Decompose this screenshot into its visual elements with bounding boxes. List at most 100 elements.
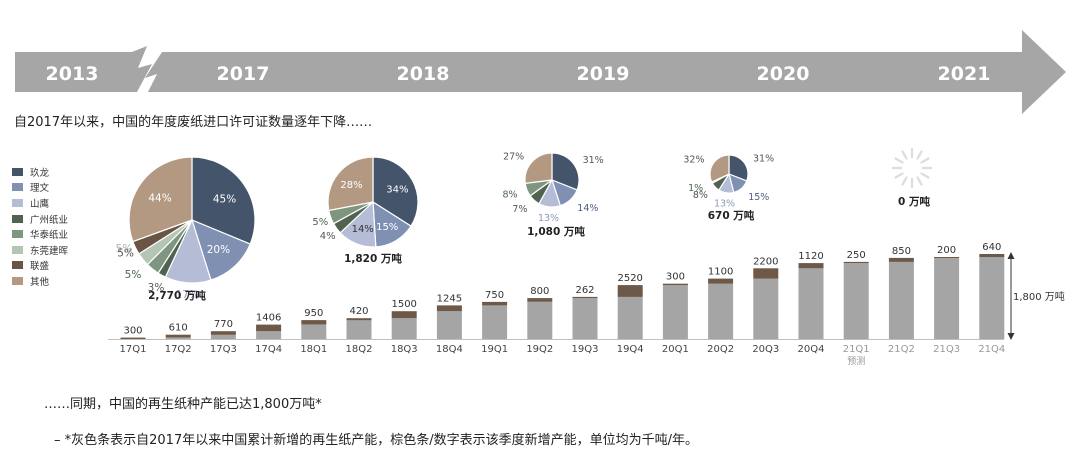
- bar-new-capacity: [391, 311, 417, 319]
- x-tick-label: 19Q1: [481, 344, 508, 355]
- bar-cumulative: [301, 324, 327, 339]
- bar-group: 1245 18Q4: [436, 293, 463, 355]
- timeline-year-2017: 2017: [217, 63, 270, 85]
- bar-cumulative: [256, 331, 282, 339]
- timeline-year-2013: 2013: [46, 63, 99, 85]
- bar-value-label: 610: [169, 323, 188, 334]
- bar-value-label: 2200: [753, 256, 778, 267]
- legend-label: 华泰纸业: [30, 230, 69, 242]
- timeline-year-2020: 2020: [757, 63, 810, 85]
- legend-swatch: [12, 198, 23, 207]
- x-tick-label: 20Q2: [707, 344, 734, 355]
- pie-legend: 玖龙 理文 山鹰 广州纸业 华泰纸业 东莞建晖 联盛 其他: [12, 164, 68, 289]
- pie-slice-label: 5%: [312, 217, 328, 228]
- footer-note: – *灰色条表示自2017年以来中国累计新增的再生纸产能，棕色条/数字表示该季度…: [54, 433, 698, 448]
- pie-slice-label: 28%: [340, 180, 362, 191]
- x-tick-label: 20Q4: [798, 344, 825, 355]
- timeline-year-2018: 2018: [397, 63, 450, 85]
- legend-item: 东莞建晖: [12, 242, 68, 258]
- bar-value-label: 1100: [708, 267, 733, 278]
- bar-new-capacity: [436, 305, 462, 312]
- pie-slice-label: 5%: [117, 248, 134, 260]
- headline-text: 自2017年以来，中国的年度废纸进口许可证数量逐年下降……: [14, 115, 373, 130]
- bar-new-capacity: [301, 320, 327, 325]
- bar-cumulative: [210, 334, 236, 339]
- bar-value-label: 200: [937, 245, 956, 256]
- legend-label: 东莞建晖: [30, 245, 69, 257]
- x-tick-label: 17Q2: [165, 344, 192, 355]
- x-tick-label: 21Q2: [888, 344, 915, 355]
- bar-new-capacity: [753, 268, 779, 279]
- bar-cumulative: [979, 257, 1005, 339]
- legend-item: 联盛: [12, 258, 68, 274]
- bar-cumulative: [617, 296, 643, 339]
- legend-swatch: [12, 261, 23, 270]
- total-capacity-label: 1,800 万吨: [1013, 290, 1065, 303]
- pie-slice-label: 13%: [538, 213, 559, 224]
- bar-new-capacity: [708, 278, 734, 284]
- bar-cumulative: [662, 285, 688, 339]
- bar-value-label: 850: [892, 246, 911, 257]
- bar-group: 770 17Q3: [210, 319, 237, 355]
- pie-total-label: 1,080 万吨: [527, 225, 585, 238]
- bar-group: 1406 17Q4: [255, 313, 282, 355]
- x-tick-label: 19Q3: [572, 344, 599, 355]
- bar-group: 420 18Q2: [346, 306, 373, 355]
- legend-label: 广州纸业: [30, 214, 69, 226]
- bar-value-label: 420: [349, 306, 368, 317]
- bar-value-label: 1120: [798, 251, 823, 262]
- bar-cumulative: [391, 318, 417, 339]
- timeline-year-2021: 2021: [938, 63, 991, 85]
- bar-cumulative: [346, 320, 372, 339]
- pie-slice-label: 8%: [693, 190, 708, 201]
- bar-group: 250 21Q1: [843, 250, 870, 355]
- bar-new-capacity: [888, 257, 914, 262]
- bar-new-capacity: [482, 301, 508, 306]
- bar-value-label: 250: [847, 250, 866, 261]
- bar-cumulative: [753, 278, 779, 339]
- timeline-arrow: 2013 2017 2018 2019 2020 2021: [15, 30, 1066, 114]
- pie-slice-label: 31%: [753, 154, 774, 165]
- legend-swatch: [12, 167, 23, 176]
- bar-new-capacity: [256, 324, 282, 332]
- pie-slice: [191, 156, 256, 245]
- bar-group: 1120 20Q4: [798, 251, 825, 355]
- forecast-label: 预测: [847, 356, 865, 367]
- pie-slice-label: 15%: [376, 222, 398, 233]
- x-tick-label: 19Q2: [526, 344, 553, 355]
- pie-slice: [128, 156, 193, 243]
- pie-slice-label: 44%: [148, 193, 171, 205]
- bar-new-capacity: [120, 337, 146, 339]
- legend-label: 联盛: [30, 261, 50, 273]
- timeline-arrow-body: [145, 30, 1066, 114]
- x-tick-label: 19Q4: [617, 344, 644, 355]
- x-tick-label: 17Q3: [210, 344, 237, 355]
- bar-cumulative: [798, 268, 824, 339]
- bar-value-label: 300: [123, 326, 142, 337]
- pie-slice-label: 7%: [512, 204, 527, 215]
- bar-new-capacity: [165, 334, 191, 338]
- bar-group: 800 19Q2: [526, 286, 553, 355]
- bar-group: 200 21Q3: [933, 245, 960, 355]
- timeline-year-2019: 2019: [577, 63, 630, 85]
- bar-value-label: 950: [304, 308, 323, 319]
- bar-cumulative: [165, 337, 191, 339]
- x-tick-label: 18Q3: [391, 344, 418, 355]
- legend-item: 玖龙: [12, 164, 68, 180]
- pie-slice: [709, 154, 730, 183]
- bar-new-capacity: [979, 254, 1005, 257]
- bar-group: 750 19Q1: [481, 290, 508, 355]
- footer-summary: ……同期，中国的再生纸种产能已达1,800万吨*: [44, 397, 322, 412]
- bar-group: 1100 20Q2: [707, 267, 734, 355]
- pie-slice-label: 32%: [683, 155, 704, 166]
- pie-slice-label: 34%: [386, 185, 408, 196]
- bar-value-label: 640: [982, 242, 1001, 253]
- bar-group: 300 17Q1: [120, 326, 147, 355]
- legend-swatch: [12, 183, 23, 192]
- bar-group: 850 21Q2: [888, 246, 915, 355]
- pie-empty-tick: [916, 150, 923, 160]
- bar-new-capacity: [346, 318, 372, 321]
- pie-slice-label: 27%: [503, 152, 524, 163]
- total-arrow-head-bottom: [1007, 333, 1015, 340]
